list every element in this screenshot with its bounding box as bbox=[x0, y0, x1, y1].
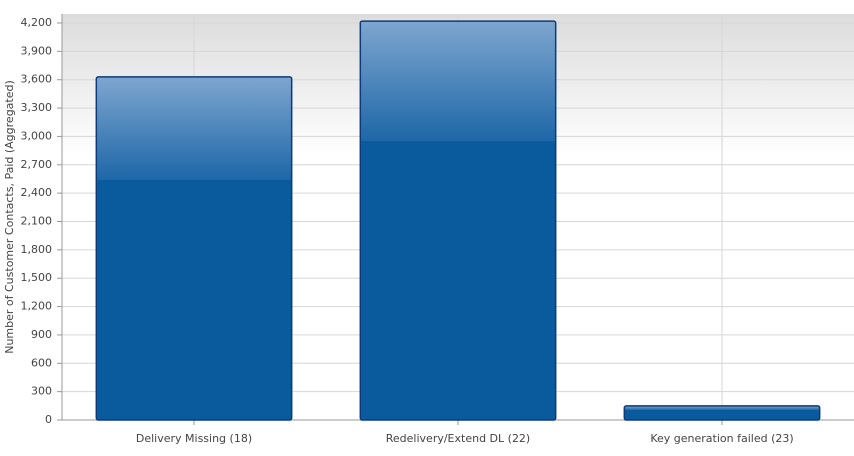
y-tick-label: 4,200 bbox=[21, 16, 53, 29]
bar bbox=[359, 20, 557, 421]
y-tick-label: 3,300 bbox=[21, 101, 53, 114]
x-tick-label: Delivery Missing (18) bbox=[136, 432, 252, 445]
x-tick-label: Key generation failed (23) bbox=[650, 432, 793, 445]
x-tick-label: Redelivery/Extend DL (22) bbox=[386, 432, 530, 445]
y-tick-label: 1,500 bbox=[21, 271, 53, 284]
y-tick-label: 300 bbox=[31, 385, 52, 398]
y-tick-label: 3,000 bbox=[21, 129, 53, 142]
y-tick-label: 3,900 bbox=[21, 44, 53, 57]
y-axis-label: Number of Customer Contacts, Paid (Aggre… bbox=[3, 80, 16, 354]
y-tick-label: 0 bbox=[45, 413, 52, 426]
y-tick-label: 1,200 bbox=[21, 300, 53, 313]
bar bbox=[95, 76, 293, 421]
y-tick-label: 900 bbox=[31, 328, 52, 341]
y-tick-label: 1,800 bbox=[21, 243, 53, 256]
y-tick-label: 600 bbox=[31, 356, 52, 369]
y-tick-label: 2,400 bbox=[21, 186, 53, 199]
y-tick-label: 2,100 bbox=[21, 215, 53, 228]
y-tick-label: 3,600 bbox=[21, 73, 53, 86]
y-tick-label: 2,700 bbox=[21, 158, 53, 171]
bar bbox=[623, 405, 821, 421]
